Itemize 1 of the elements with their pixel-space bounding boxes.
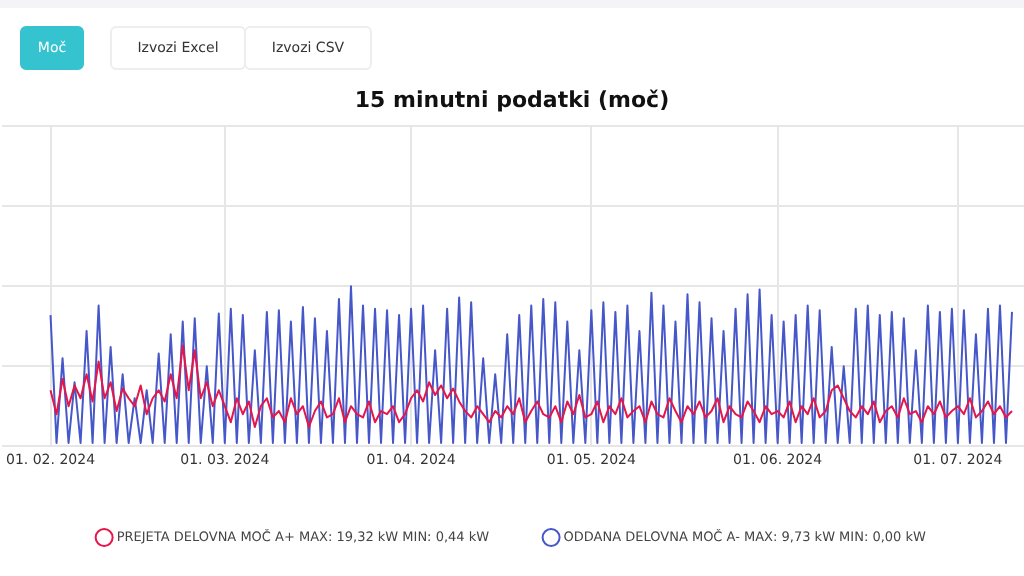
- chart-title: 15 minutni podatki (moč): [354, 86, 670, 113]
